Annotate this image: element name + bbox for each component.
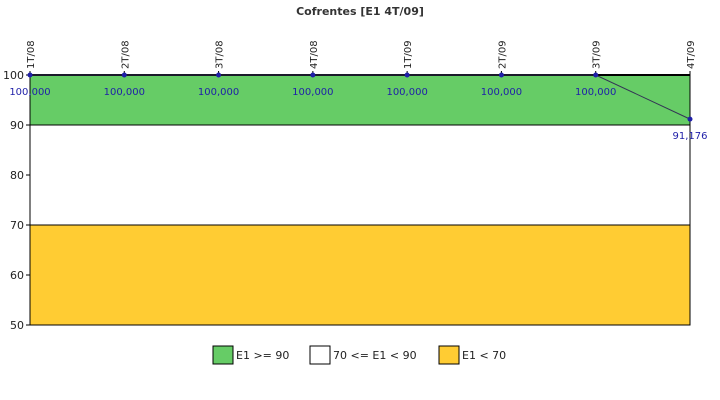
data-label-6: 100,000: [575, 87, 616, 98]
data-label-3: 100,000: [292, 87, 333, 98]
x-tick-label-5: 2T/09: [497, 40, 508, 69]
y-tick-label-5: 100: [3, 69, 24, 82]
band-1: [29, 124, 691, 226]
legend-swatch-1: [309, 345, 331, 365]
legend: E1 >= 90 70 <= E1 < 90 E1 < 70: [212, 345, 506, 365]
data-point-5: [498, 72, 504, 78]
legend-swatch-0: [212, 345, 234, 365]
x-axis: 1T/08 2T/08 3T/08 4T/08 1T/09 2T/09 3T/09 4T/09: [26, 40, 697, 75]
x-tick-label-6: 3T/09: [592, 40, 603, 69]
legend-label-2: E1 < 70: [462, 349, 506, 362]
y-tick-label-1: 60: [10, 269, 24, 282]
series-group: 100,000 100,000 100,000 100,000 100,000 100,0…: [9, 72, 708, 142]
data-point-2: [216, 72, 222, 78]
band-0: [29, 74, 691, 126]
series-line-0: [30, 74, 691, 120]
legend-label-1: 70 <= E1 < 90: [333, 349, 417, 362]
band-group: [29, 74, 691, 326]
data-point-6: [593, 72, 599, 78]
band-2: [29, 224, 691, 326]
y-tick-label-4: 90: [10, 119, 24, 132]
chart-title: Cofrentes [E1 4T/09]: [296, 5, 424, 18]
x-tick-label-3: 4T/08: [309, 40, 320, 69]
data-label-1: 100,000: [104, 87, 145, 98]
x-tick-label-2: 3T/08: [215, 40, 226, 69]
y-axis: 50 60 70 80 90 100: [3, 69, 31, 332]
data-label-0: 100,000: [9, 87, 50, 98]
x-tick-label-7: 4T/09: [686, 40, 697, 69]
x-tick-label-0: 1T/08: [26, 40, 37, 69]
data-point-4: [404, 72, 410, 78]
data-point-7: [687, 116, 693, 122]
data-label-5: 100,000: [481, 87, 522, 98]
y-tick-label-2: 70: [10, 219, 24, 232]
data-label-2: 100,000: [198, 87, 239, 98]
data-point-0: [27, 72, 33, 78]
y-tick-label-3: 80: [10, 169, 24, 182]
x-tick-label-4: 1T/09: [403, 40, 414, 69]
legend-label-0: E1 >= 90: [236, 349, 289, 362]
data-label-7: 91,176: [673, 131, 708, 142]
y-tick-label-0: 50: [10, 319, 24, 332]
data-label-4: 100,000: [386, 87, 427, 98]
data-point-3: [310, 72, 316, 78]
x-tick-label-1: 2T/08: [120, 40, 131, 69]
legend-swatch-2: [438, 345, 460, 365]
data-point-1: [121, 72, 127, 78]
